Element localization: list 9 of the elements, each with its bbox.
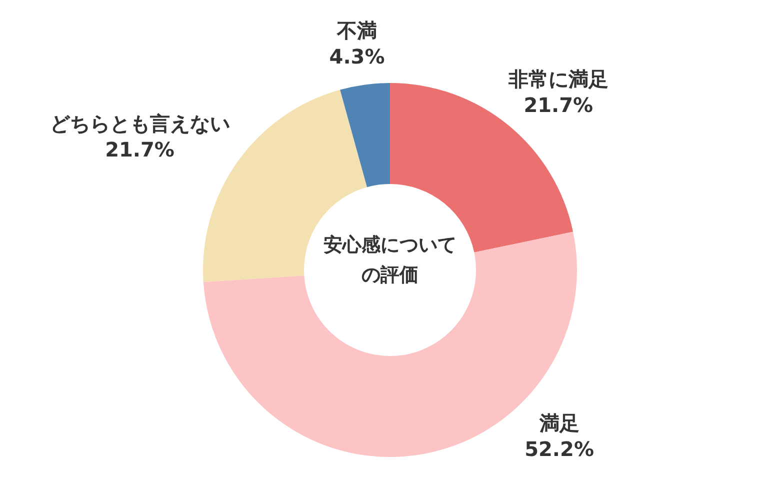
slice-label: 不満 [336,18,378,42]
slice-label: 非常に満足 [507,67,608,92]
data-label: 21.7% [105,138,174,162]
slice-label: どちらとも言えない [50,112,230,136]
data-label: 21.7% [524,93,594,118]
data-label: 52.2% [524,437,594,462]
text: 安心感についての評価 [322,233,458,288]
data-label: 4.3% [329,44,385,68]
slice-label: 満足 [538,411,580,436]
